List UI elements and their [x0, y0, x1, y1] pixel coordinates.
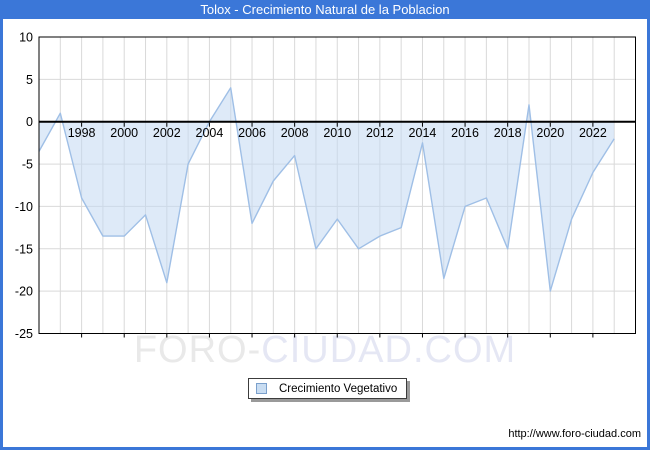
watermark-part1: FORO-	[133, 329, 262, 371]
watermark: FORO-CIUDAD.COM	[3, 329, 647, 371]
x-tick-label: 2010	[323, 126, 351, 140]
x-tick-label: 2014	[409, 126, 437, 140]
x-tick-label: 2008	[281, 126, 309, 140]
x-tick-label: 2018	[494, 126, 522, 140]
y-tick-label: -25	[15, 327, 33, 341]
footer-url: http://www.foro-ciudad.com	[508, 428, 641, 440]
series-area	[39, 87, 615, 292]
chart-title: Tolox - Crecimiento Natural de la Poblac…	[200, 2, 450, 17]
chart-titlebar: Tolox - Crecimiento Natural de la Poblac…	[3, 0, 647, 19]
x-tick-label: 1998	[68, 126, 96, 140]
x-tick-label: 2012	[366, 126, 394, 140]
y-tick-label: -10	[15, 200, 33, 214]
x-tick-label: 2016	[451, 126, 479, 140]
series-line	[38, 87, 615, 292]
y-tick-label: 0	[26, 115, 33, 129]
x-tick-label: 2022	[579, 126, 607, 140]
x-tick-label: 2002	[153, 126, 181, 140]
x-tick-label: 2000	[110, 126, 138, 140]
legend-label: Crecimiento Vegetativo	[279, 382, 398, 395]
y-tick-label: 10	[19, 31, 33, 45]
legend-marker-icon	[256, 383, 267, 394]
watermark-part2: CIUDAD.COM	[261, 329, 517, 371]
x-tick-label: 2004	[196, 126, 224, 140]
y-tick-label: -5	[22, 158, 33, 172]
x-tick-label: 2020	[536, 126, 564, 140]
legend-box[interactable]: Crecimiento Vegetativo	[248, 378, 407, 399]
y-tick-label: -15	[15, 242, 33, 256]
x-tick-label: 2006	[238, 126, 266, 140]
y-tick-label: 5	[26, 73, 33, 87]
y-tick-label: -20	[15, 285, 33, 299]
